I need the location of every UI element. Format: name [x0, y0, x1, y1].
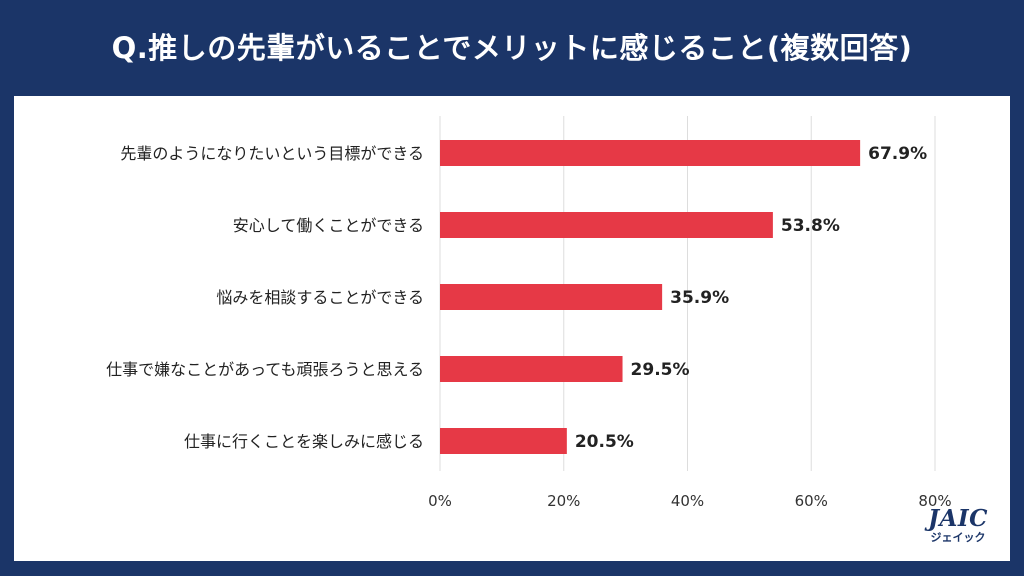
category-label: 仕事で嫌なことがあっても頑張ろうと思える: [106, 360, 424, 379]
data-label: 53.8%: [781, 216, 840, 236]
x-tick-label: 0%: [428, 492, 452, 510]
x-tick-label: 60%: [795, 492, 828, 510]
jaic-logo: JAIC ジェイック: [922, 507, 994, 551]
x-tick-label: 20%: [547, 492, 580, 510]
data-label: 29.5%: [631, 360, 690, 380]
bar: [440, 428, 567, 454]
bar-chart: 0% 20% 40% 60% 80% 先輩のようになりたいという目標ができる 67.9% 安心…: [106, 116, 952, 510]
data-label: 35.9%: [670, 288, 729, 308]
category-label: 先輩のようになりたいという目標ができる: [120, 144, 424, 163]
logo-mark: JAIC: [928, 505, 988, 532]
bar: [440, 356, 623, 382]
category-label: 仕事に行くことを楽しみに感じる: [184, 432, 424, 451]
data-label: 67.9%: [868, 144, 927, 164]
bar: [440, 212, 773, 238]
bar: [440, 140, 861, 166]
x-tick-label: 80%: [918, 492, 951, 510]
bar: [440, 284, 663, 310]
data-label: 20.5%: [575, 432, 634, 452]
chart-title: Q.推しの先輩がいることでメリットに感じること(複数回答): [111, 31, 913, 65]
chart-panel: 0% 20% 40% 60% 80% 先輩のようになりたいという目標ができる 67.9% 安心…: [14, 96, 1010, 561]
category-label: 悩みを相談することができる: [216, 288, 424, 307]
x-tick-label: 40%: [671, 492, 704, 510]
logo-subtitle: ジェイック: [930, 531, 986, 544]
category-label: 安心して働くことができる: [233, 216, 424, 235]
